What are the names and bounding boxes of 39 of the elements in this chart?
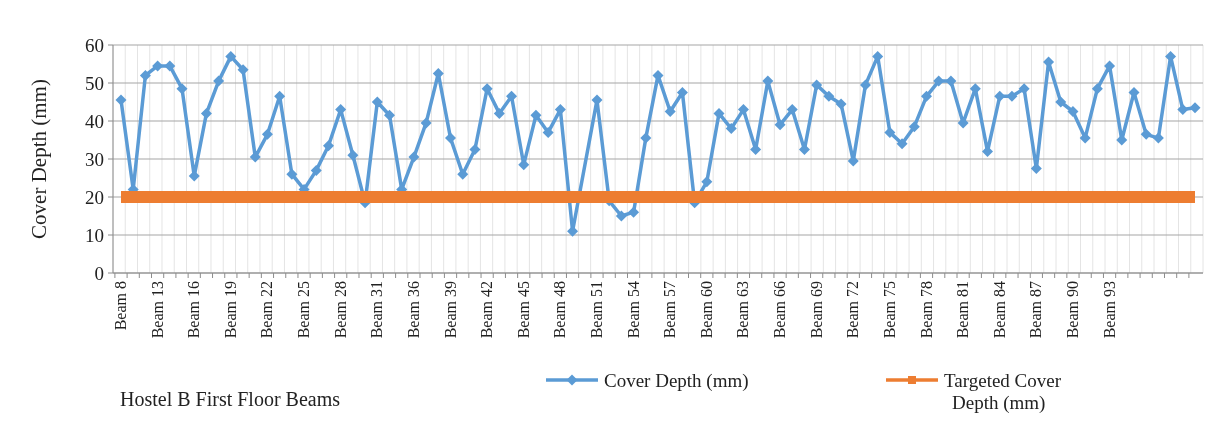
y-tick-label: 60 [85,34,104,56]
x-tick-label: Beam 19 [221,281,239,339]
y-tick-label: 50 [85,72,104,94]
legend-label: Targeted Cover Depth (mm) [944,369,1062,414]
y-tick-label: 10 [85,224,104,246]
x-tick-label: Beam 31 [368,281,386,339]
x-tick-label: Beam 66 [771,281,789,339]
y-tick-label: 30 [85,148,104,170]
x-tick-label: Beam 45 [514,281,532,339]
y-tick-label: 40 [85,110,104,132]
x-tick-label: Beam 28 [331,281,349,339]
x-tick-label: Beam 81 [954,281,972,339]
x-tick-label: Beam 16 [185,281,203,339]
x-tick-label: Beam 90 [1063,281,1081,339]
x-tick-label: Beam 8 [112,281,129,331]
legend-label: Cover Depth (mm) [604,369,749,392]
x-tick-label: Beam 22 [258,281,276,339]
x-tick-label: Beam 93 [1100,281,1118,339]
x-tick-label: Beam 60 [697,281,715,339]
x-tick-label: Beam 87 [1027,281,1045,339]
x-tick-label: Beam 84 [990,281,1008,339]
x-tick-label: Beam 54 [624,281,642,339]
x-tick-label: Beam 36 [404,281,422,339]
x-tick-label: Beam 48 [551,281,569,339]
y-tick-label: 20 [85,186,104,208]
x-tick-label: Beam 78 [917,281,935,339]
y-tick-label: 0 [94,262,104,284]
x-tick-label: Beam 42 [478,281,496,339]
x-tick-label: Beam 51 [587,281,605,339]
x-tick-label: Beam 63 [734,281,752,339]
x-tick-label: Beam 57 [661,281,679,339]
x-tick-label: Beam 75 [880,281,898,339]
x-tick-label: Beam 13 [148,281,166,339]
y-axis-title: Cover Depth (mm) [27,79,51,239]
x-tick-label: Beam 69 [807,281,825,339]
text: Hostel B First Floor Beams [120,388,341,410]
x-tick-label: Beam 39 [441,281,459,339]
x-tick-label: Beam 25 [295,281,313,339]
x-tick-label: Beam 72 [844,281,862,339]
